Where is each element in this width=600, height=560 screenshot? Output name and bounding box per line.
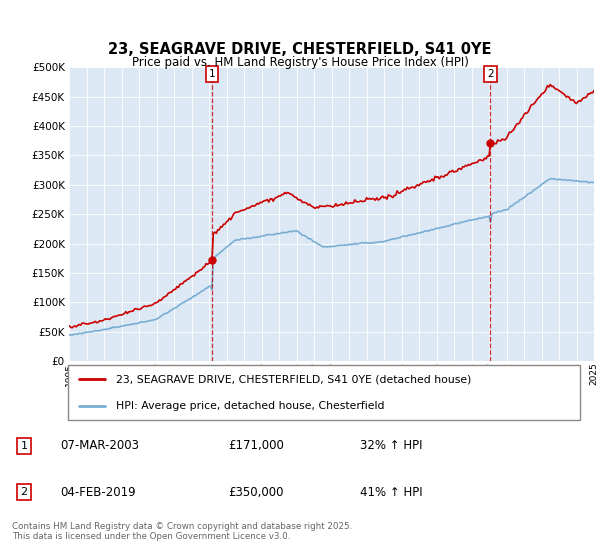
Text: HPI: Average price, detached house, Chesterfield: HPI: Average price, detached house, Ches… xyxy=(116,401,385,411)
Text: 23, SEAGRAVE DRIVE, CHESTERFIELD, S41 0YE (detached house): 23, SEAGRAVE DRIVE, CHESTERFIELD, S41 0Y… xyxy=(116,374,471,384)
Text: Price paid vs. HM Land Registry's House Price Index (HPI): Price paid vs. HM Land Registry's House … xyxy=(131,56,469,69)
Text: 1: 1 xyxy=(209,69,215,80)
Text: £171,000: £171,000 xyxy=(228,440,284,452)
Text: 2: 2 xyxy=(487,69,494,80)
Text: 2: 2 xyxy=(20,487,28,497)
Text: Contains HM Land Registry data © Crown copyright and database right 2025.
This d: Contains HM Land Registry data © Crown c… xyxy=(12,522,352,542)
Text: 32% ↑ HPI: 32% ↑ HPI xyxy=(360,440,422,452)
Text: 23, SEAGRAVE DRIVE, CHESTERFIELD, S41 0YE: 23, SEAGRAVE DRIVE, CHESTERFIELD, S41 0Y… xyxy=(108,42,492,57)
Text: 1: 1 xyxy=(20,441,28,451)
Text: 04-FEB-2019: 04-FEB-2019 xyxy=(60,486,136,498)
Text: 07-MAR-2003: 07-MAR-2003 xyxy=(60,440,139,452)
Text: 41% ↑ HPI: 41% ↑ HPI xyxy=(360,486,422,498)
Text: £350,000: £350,000 xyxy=(228,486,284,498)
